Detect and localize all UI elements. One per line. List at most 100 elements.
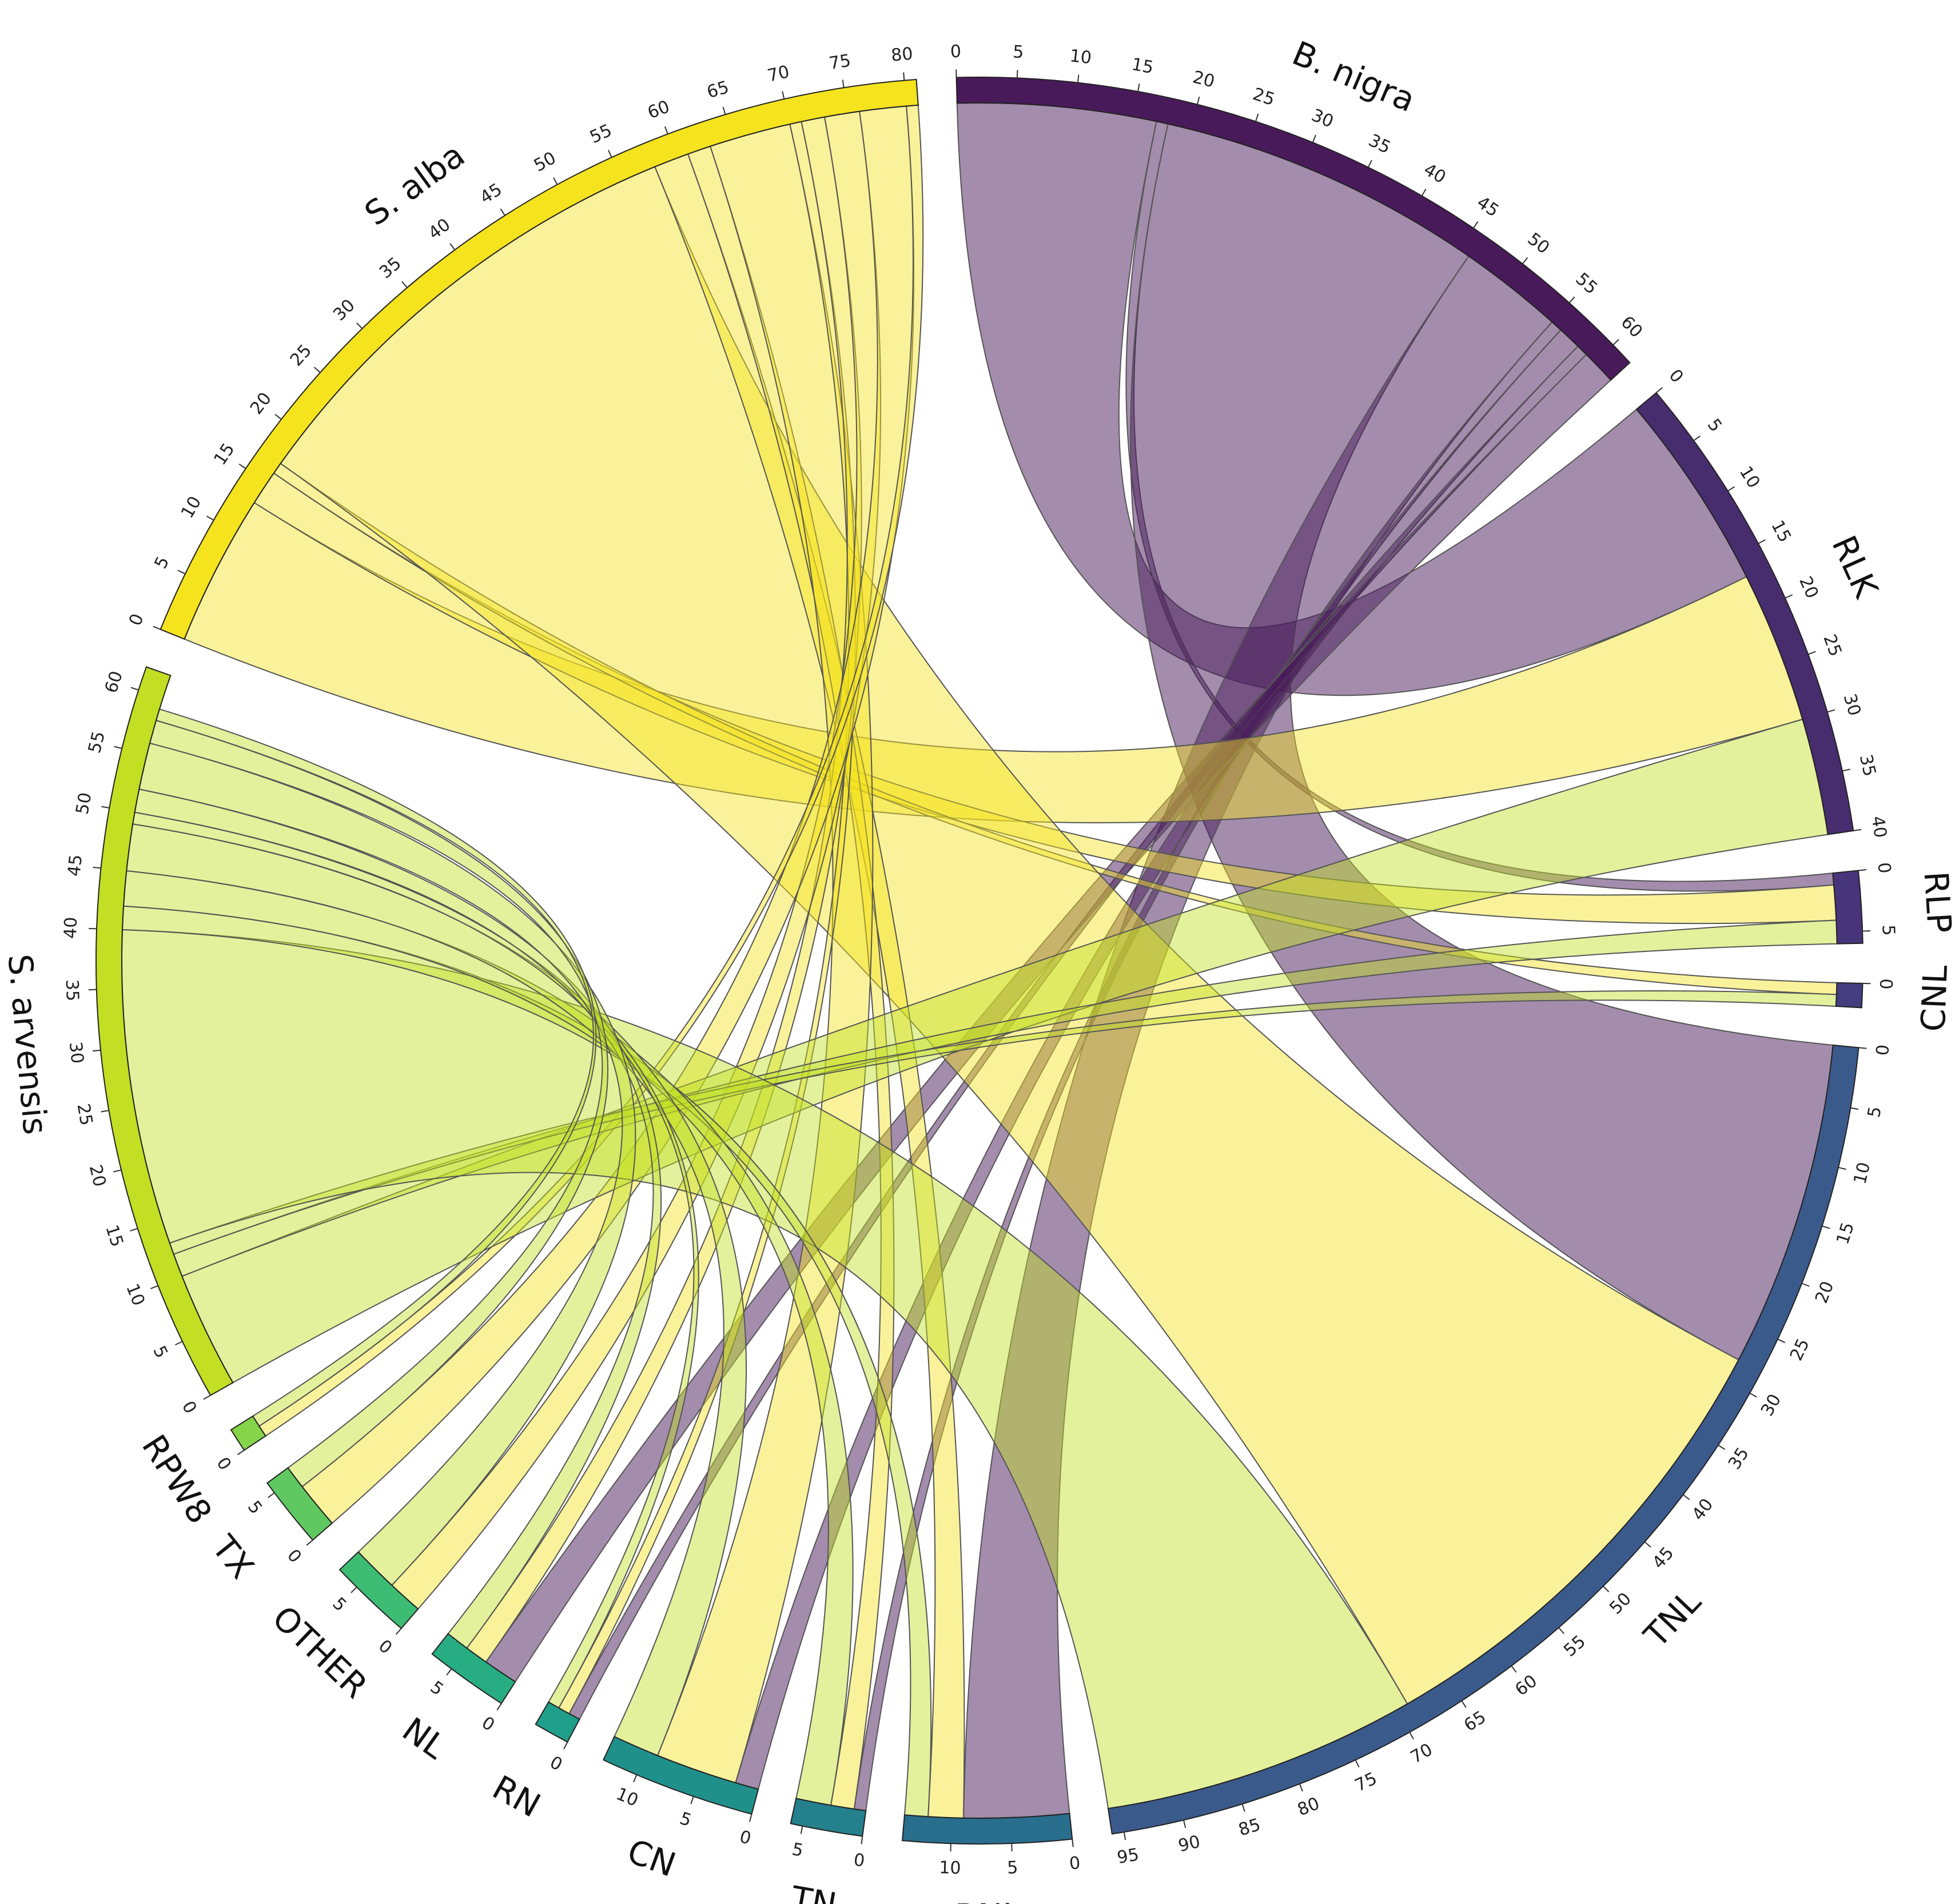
tick-label: 40 <box>1868 815 1890 839</box>
tick-label: 5 <box>1013 42 1025 63</box>
tick-label: 35 <box>1856 752 1880 778</box>
tick-mark <box>101 806 110 808</box>
tick-mark <box>313 367 321 373</box>
tick-label: 0 <box>1665 365 1687 387</box>
tick-mark <box>238 463 246 469</box>
tick-label: 95 <box>1116 1845 1140 1868</box>
tick-mark <box>1807 651 1816 655</box>
tick-mark <box>1858 1047 1867 1049</box>
segment-label-rpw8: RPW8 <box>134 1428 220 1530</box>
tick-mark <box>782 91 785 99</box>
tick-mark <box>449 243 456 250</box>
tick-label: 10 <box>1069 46 1093 68</box>
tick-label: 50 <box>1606 1589 1635 1619</box>
tick-mark <box>237 1449 245 1455</box>
tick-mark <box>130 1228 138 1232</box>
tick-label: 70 <box>1407 1740 1436 1768</box>
tick-mark <box>1312 134 1316 143</box>
tick-mark <box>1682 1494 1690 1500</box>
tick-mark <box>1842 768 1850 772</box>
segment-label-tn: TN <box>788 1878 839 1904</box>
segment-arc-b-nigra <box>955 77 1631 381</box>
tick-label: 80 <box>890 44 914 66</box>
tick-mark <box>1016 70 1018 78</box>
segment-arc-cn <box>602 1735 759 1815</box>
tick-label: 55 <box>1560 1631 1590 1660</box>
tick-mark <box>93 866 101 869</box>
tick-mark <box>1801 1282 1810 1287</box>
tick-mark <box>1749 1392 1757 1398</box>
segment-label-cnl: CNL <box>1914 965 1956 1033</box>
tick-mark <box>1299 1783 1303 1792</box>
tick-label: 10 <box>939 1858 961 1878</box>
tick-label: 0 <box>853 1850 866 1871</box>
tick-mark <box>607 150 612 158</box>
tick-mark <box>1367 160 1372 168</box>
tick-label: 5 <box>1864 1105 1886 1120</box>
tick-mark <box>401 281 408 288</box>
tick-label: 10 <box>122 1281 149 1308</box>
tick-label: 30 <box>1839 691 1865 718</box>
tick-label: 45 <box>1649 1543 1678 1573</box>
tick-mark <box>1612 338 1619 346</box>
tick-mark <box>1472 221 1479 229</box>
tick-label: 10 <box>177 493 205 522</box>
tick-label: 75 <box>827 51 852 74</box>
tick-mark <box>1822 1225 1830 1229</box>
tick-mark <box>1137 83 1140 92</box>
tick-mark <box>1853 828 1862 831</box>
segment-label-other: OTHER <box>265 1598 375 1706</box>
tick-label: 40 <box>61 917 81 939</box>
tick-label: 35 <box>62 979 82 1001</box>
tick-label: 0 <box>950 42 961 62</box>
tick-label: 85 <box>1236 1815 1263 1841</box>
tick-label: 0 <box>125 611 148 629</box>
tick-label: 15 <box>1833 1220 1858 1247</box>
tick-mark <box>1568 296 1575 304</box>
tick-label: 45 <box>64 854 86 878</box>
tick-label: 80 <box>1295 1794 1322 1820</box>
tick-label: 45 <box>476 180 505 208</box>
tick-mark <box>1785 594 1793 599</box>
tick-mark <box>1183 1819 1186 1829</box>
tick-mark <box>553 177 558 185</box>
tick-mark <box>861 1836 863 1845</box>
tick-label: 0 <box>1877 978 1897 990</box>
tick-mark <box>722 106 726 115</box>
tick-mark <box>1838 1166 1846 1170</box>
tick-label: 0 <box>547 1752 566 1775</box>
segment-label-rn: RN <box>486 1768 547 1825</box>
segment-label-tx: TX <box>204 1528 262 1586</box>
tick-label: 30 <box>1308 105 1336 132</box>
tick-mark <box>1511 1665 1517 1673</box>
tick-label: 30 <box>329 296 359 325</box>
tick-label: 0 <box>212 1454 235 1474</box>
tick-label: 20 <box>1190 67 1217 91</box>
tick-label: 25 <box>286 341 316 371</box>
tick-mark <box>306 1539 313 1546</box>
segment-label-b-nigra: B. nigra <box>1287 34 1420 120</box>
tick-label: 75 <box>1352 1768 1380 1796</box>
tick-label: 5 <box>151 553 174 572</box>
tick-mark <box>1355 1759 1360 1768</box>
segment-arc-layer <box>95 77 1864 1845</box>
tick-label: 5 <box>677 1809 694 1831</box>
segment-label-rnl: RNL <box>954 1897 1021 1904</box>
segment-label-s-alba: S. alba <box>357 136 472 233</box>
ribbon-s-arvensis-to-other <box>138 742 636 1586</box>
tick-mark <box>1718 1444 1726 1450</box>
tick-mark <box>690 1796 694 1805</box>
tick-label: 35 <box>1725 1444 1753 1473</box>
tick-mark <box>842 79 845 88</box>
tick-mark <box>153 626 161 630</box>
segment-arc-tnl <box>1107 1044 1860 1835</box>
tick-mark <box>1077 74 1080 83</box>
tick-label: 40 <box>425 214 455 244</box>
tick-mark <box>92 1049 101 1052</box>
tick-mark <box>351 1587 357 1594</box>
tick-mark <box>800 1826 803 1834</box>
tick-mark <box>268 1492 275 1499</box>
tick-label: 60 <box>101 668 127 695</box>
tick-mark <box>748 1814 752 1822</box>
tick-mark <box>1603 1586 1610 1592</box>
